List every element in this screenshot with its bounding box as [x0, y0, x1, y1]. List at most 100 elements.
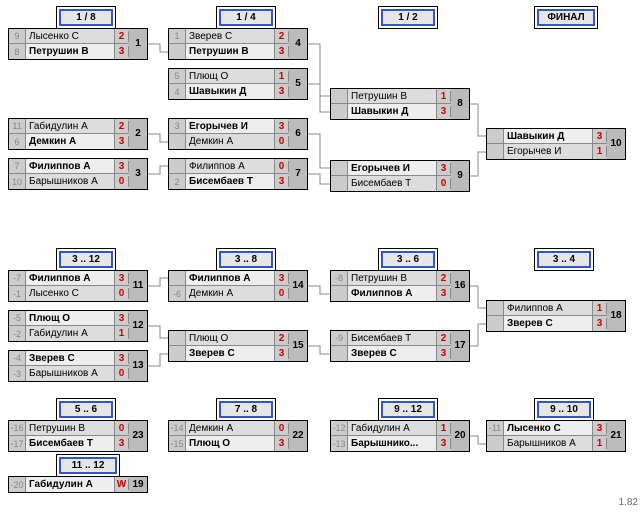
seed: 4	[169, 87, 185, 97]
player-name: Шавыкин Д	[503, 129, 593, 143]
match-23: 23-16Петрушин В0-17Бисембаев Т3	[8, 420, 148, 452]
score: 2	[115, 31, 129, 42]
match-number: 11	[129, 271, 147, 301]
match-row: -6Демкин А0	[169, 286, 289, 301]
score: 3	[437, 438, 451, 449]
match-row: -3Барышников А0	[9, 366, 129, 381]
match-number: 5	[289, 69, 307, 99]
player-name: Зверев С	[25, 351, 115, 365]
score: 0	[275, 423, 289, 434]
match-row: -20Габидулин АW	[9, 477, 129, 492]
match-number: 7	[289, 159, 307, 189]
player-name: Бисембаев Т	[347, 331, 437, 345]
match-number: 3	[129, 159, 147, 189]
round-label-text: 7 .. 8	[219, 401, 273, 418]
match-number: 14	[289, 271, 307, 301]
score: 0	[275, 288, 289, 299]
match-number: 4	[289, 29, 307, 59]
player-name: Егорычев И	[347, 161, 437, 175]
seed: 8	[9, 47, 25, 57]
round-label: 9 .. 12	[378, 398, 438, 421]
seed: -13	[331, 439, 347, 449]
round-label: 9 .. 10	[534, 398, 594, 421]
score: 1	[437, 91, 451, 102]
version-label: 1.82	[619, 497, 638, 508]
match-number: 21	[607, 421, 625, 451]
match-number: 15	[289, 331, 307, 361]
match-row: 11Габидулин А2	[9, 119, 129, 134]
match-row: -4Зверев С3	[9, 351, 129, 366]
score: 2	[437, 273, 451, 284]
match-row: 9Лысенко С2	[9, 29, 129, 44]
match-number: 10	[607, 129, 625, 159]
score: 3	[593, 423, 607, 434]
match-row: Филиппов А3	[169, 271, 289, 286]
match-row: -9Бисембаев Т2	[331, 331, 451, 346]
seed: 3	[169, 121, 185, 131]
seed: -11	[487, 423, 503, 433]
player-name: Демкин А	[25, 134, 115, 149]
match-row: 8Петрушин В3	[9, 44, 129, 59]
match-row: 4Шавыкин Д3	[169, 84, 289, 99]
score: 0	[437, 178, 451, 189]
seed: -8	[331, 273, 347, 283]
score: 3	[437, 106, 451, 117]
score: 1	[275, 71, 289, 82]
round-label-text: 9 .. 12	[381, 401, 435, 418]
match-row: -13Барышнико...3	[331, 436, 451, 451]
match-6: 63Егорычев И3Демкин А0	[168, 118, 308, 150]
round-label: 1 / 4	[216, 6, 276, 29]
player-name: Петрушин В	[25, 421, 115, 435]
match-row: Егорычев И1	[487, 144, 607, 159]
match-row: 3Егорычев И3	[169, 119, 289, 134]
match-number: 12	[129, 311, 147, 341]
match-row: Зверев С3	[331, 346, 451, 361]
match-12: 12-5Плющ О3-2Габидулин А1	[8, 310, 148, 342]
player-name: Филиппов А	[185, 159, 275, 173]
match-row: -1Лысенко С0	[9, 286, 129, 301]
match-row: -16Петрушин В0	[9, 421, 129, 436]
match-17: 17-9Бисембаев Т2Зверев С3	[330, 330, 470, 362]
player-name: Лысенко С	[503, 421, 593, 435]
score: 3	[275, 273, 289, 284]
match-row: Петрушин В1	[331, 89, 451, 104]
match-number: 18	[607, 301, 625, 331]
round-label-text: 1 / 2	[381, 9, 435, 26]
score: 1	[593, 146, 607, 157]
score: 3	[115, 46, 129, 57]
match-row: Филиппов А1	[487, 301, 607, 316]
match-row: -8Петрушин В2	[331, 271, 451, 286]
score: 3	[275, 121, 289, 132]
player-name: Демкин А	[185, 134, 275, 149]
player-name: Бисембаев Т	[25, 436, 115, 451]
match-21: 21-11Лысенко С3Барышников А1	[486, 420, 626, 452]
match-row: 2Бисембаев Т3	[169, 174, 289, 189]
match-11: 11-7Филиппов А3-1Лысенко С0	[8, 270, 148, 302]
round-label: 5 .. 6	[56, 398, 116, 421]
seed: 5	[169, 71, 185, 81]
score: 3	[115, 136, 129, 147]
player-name: Зверев С	[185, 29, 275, 43]
player-name: Габидулин А	[25, 477, 115, 492]
round-label-text: ФИНАЛ	[537, 9, 595, 26]
match-row: Егорычев И3	[331, 161, 451, 176]
match-row: -17Бисембаев Т3	[9, 436, 129, 451]
score: 3	[437, 348, 451, 359]
player-name: Зверев С	[347, 346, 437, 361]
match-row: Бисембаев Т0	[331, 176, 451, 191]
player-name: Бисембаев Т	[185, 174, 275, 189]
match-number: 16	[451, 271, 469, 301]
round-label: 1 / 8	[56, 6, 116, 29]
round-label-text: 3 .. 4	[537, 251, 591, 268]
score: 2	[115, 121, 129, 132]
player-name: Филиппов А	[25, 159, 115, 173]
match-row: Филиппов А0	[169, 159, 289, 174]
score: 2	[275, 333, 289, 344]
match-number: 23	[129, 421, 147, 451]
player-name: Барышнико...	[347, 436, 437, 451]
score: 0	[115, 176, 129, 187]
player-name: Зверев С	[185, 346, 275, 361]
match-row: -7Филиппов А3	[9, 271, 129, 286]
seed: -14	[169, 423, 185, 433]
seed: -2	[9, 329, 25, 339]
